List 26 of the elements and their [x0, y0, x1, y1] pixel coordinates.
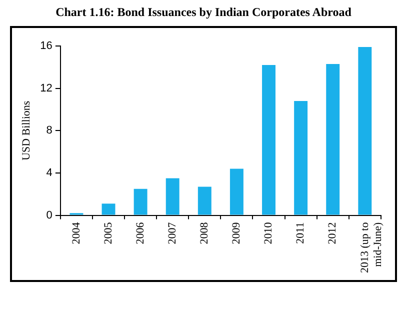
bar	[166, 178, 180, 215]
x-tick-label: 2010	[262, 222, 275, 244]
x-tick-label: 2007	[166, 222, 178, 244]
y-tick-label: 16	[40, 40, 52, 52]
bar	[326, 64, 340, 215]
bar	[262, 65, 276, 215]
bar	[198, 186, 212, 215]
y-tick-label: 12	[40, 82, 52, 94]
y-tick-label: 4	[46, 166, 52, 179]
bar	[134, 188, 148, 215]
x-tick-label: 2008	[198, 222, 211, 244]
x-tick-label: 2005	[102, 222, 114, 244]
x-tick-label: 2009	[230, 222, 243, 244]
bar	[230, 168, 244, 215]
y-tick-label: 0	[46, 209, 52, 222]
bar	[102, 204, 116, 215]
y-axis-title: USD Billions	[20, 100, 32, 160]
x-tick-label: 2004	[70, 222, 82, 244]
x-tick-label: 2011	[294, 222, 307, 244]
y-tick-label: 8	[46, 124, 52, 137]
bar	[294, 101, 308, 215]
bar	[358, 47, 372, 215]
x-tick-label: 2012	[326, 222, 339, 244]
chart-title: Chart 1.16: Bond Issuances by Indian Corporates Abroad	[54, 5, 352, 20]
x-tick-label: 2013 (up to mid-June)	[358, 222, 384, 274]
x-tick-label: 2006	[134, 222, 146, 244]
